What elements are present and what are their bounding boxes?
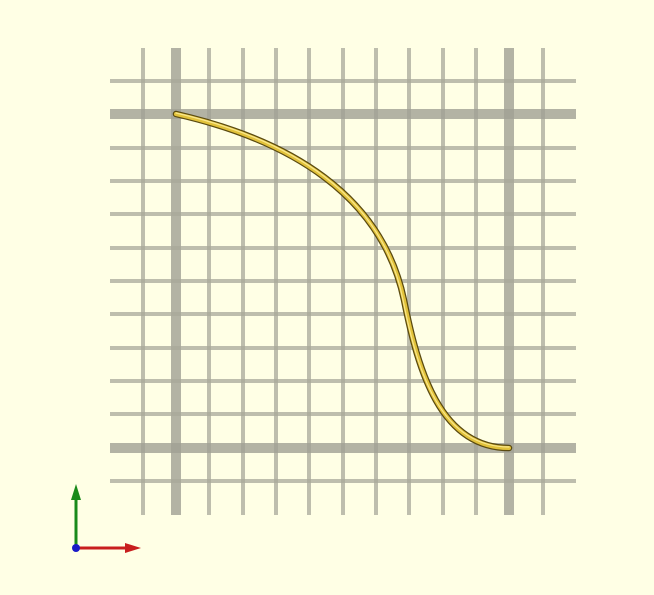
grid — [110, 48, 576, 515]
curve — [172, 110, 513, 452]
y-axis-arrowhead — [71, 484, 81, 500]
curve-highlight — [175, 112, 510, 448]
axes-indicator — [71, 484, 141, 553]
x-axis-arrowhead — [125, 543, 141, 553]
z-axis-indicator — [72, 544, 80, 552]
